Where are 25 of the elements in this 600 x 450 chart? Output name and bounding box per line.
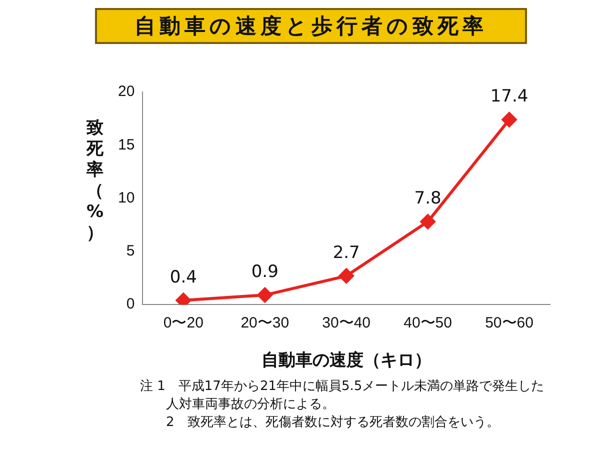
point [257,288,272,303]
x-tick-label: 40〜50 [404,314,452,332]
y-tick-label: 15 [118,136,135,154]
text: 注 1 平成17年から21年中に幅員5.5メートル未満の単路で発生した人対車両事故の分析による。 [140,378,546,414]
data-label: 0.9 [251,262,278,282]
y-tick-label: 10 [118,189,135,206]
point [338,268,354,284]
text: 2 致死率とは、死傷者数に対する死者数の割合をいう。 [165,414,500,432]
chart-title: 自動車の速度と歩行者の致死率 [95,8,527,44]
point [502,112,517,128]
y-tick-label: 0 [126,296,135,313]
data-label: 17.4 [490,86,528,107]
point [176,292,191,305]
y-tick-label: 5 [126,242,135,260]
y-tick-label: 20 [118,83,135,100]
data-label: 2.7 [332,242,360,263]
data-label: 0.4 [170,267,197,288]
x-axis-title: 自動車の速度（キロ） [261,350,432,370]
x-tick-label: 0〜20 [163,314,204,332]
point [420,214,436,230]
x-tick-label: 20〜30 [240,314,290,332]
x-tick-label: 50〜60 [485,314,534,332]
y-axis-title: 致死率（%） [85,118,105,244]
x-tick-label: 30〜40 [322,314,371,332]
data-label: 7.8 [414,188,442,209]
